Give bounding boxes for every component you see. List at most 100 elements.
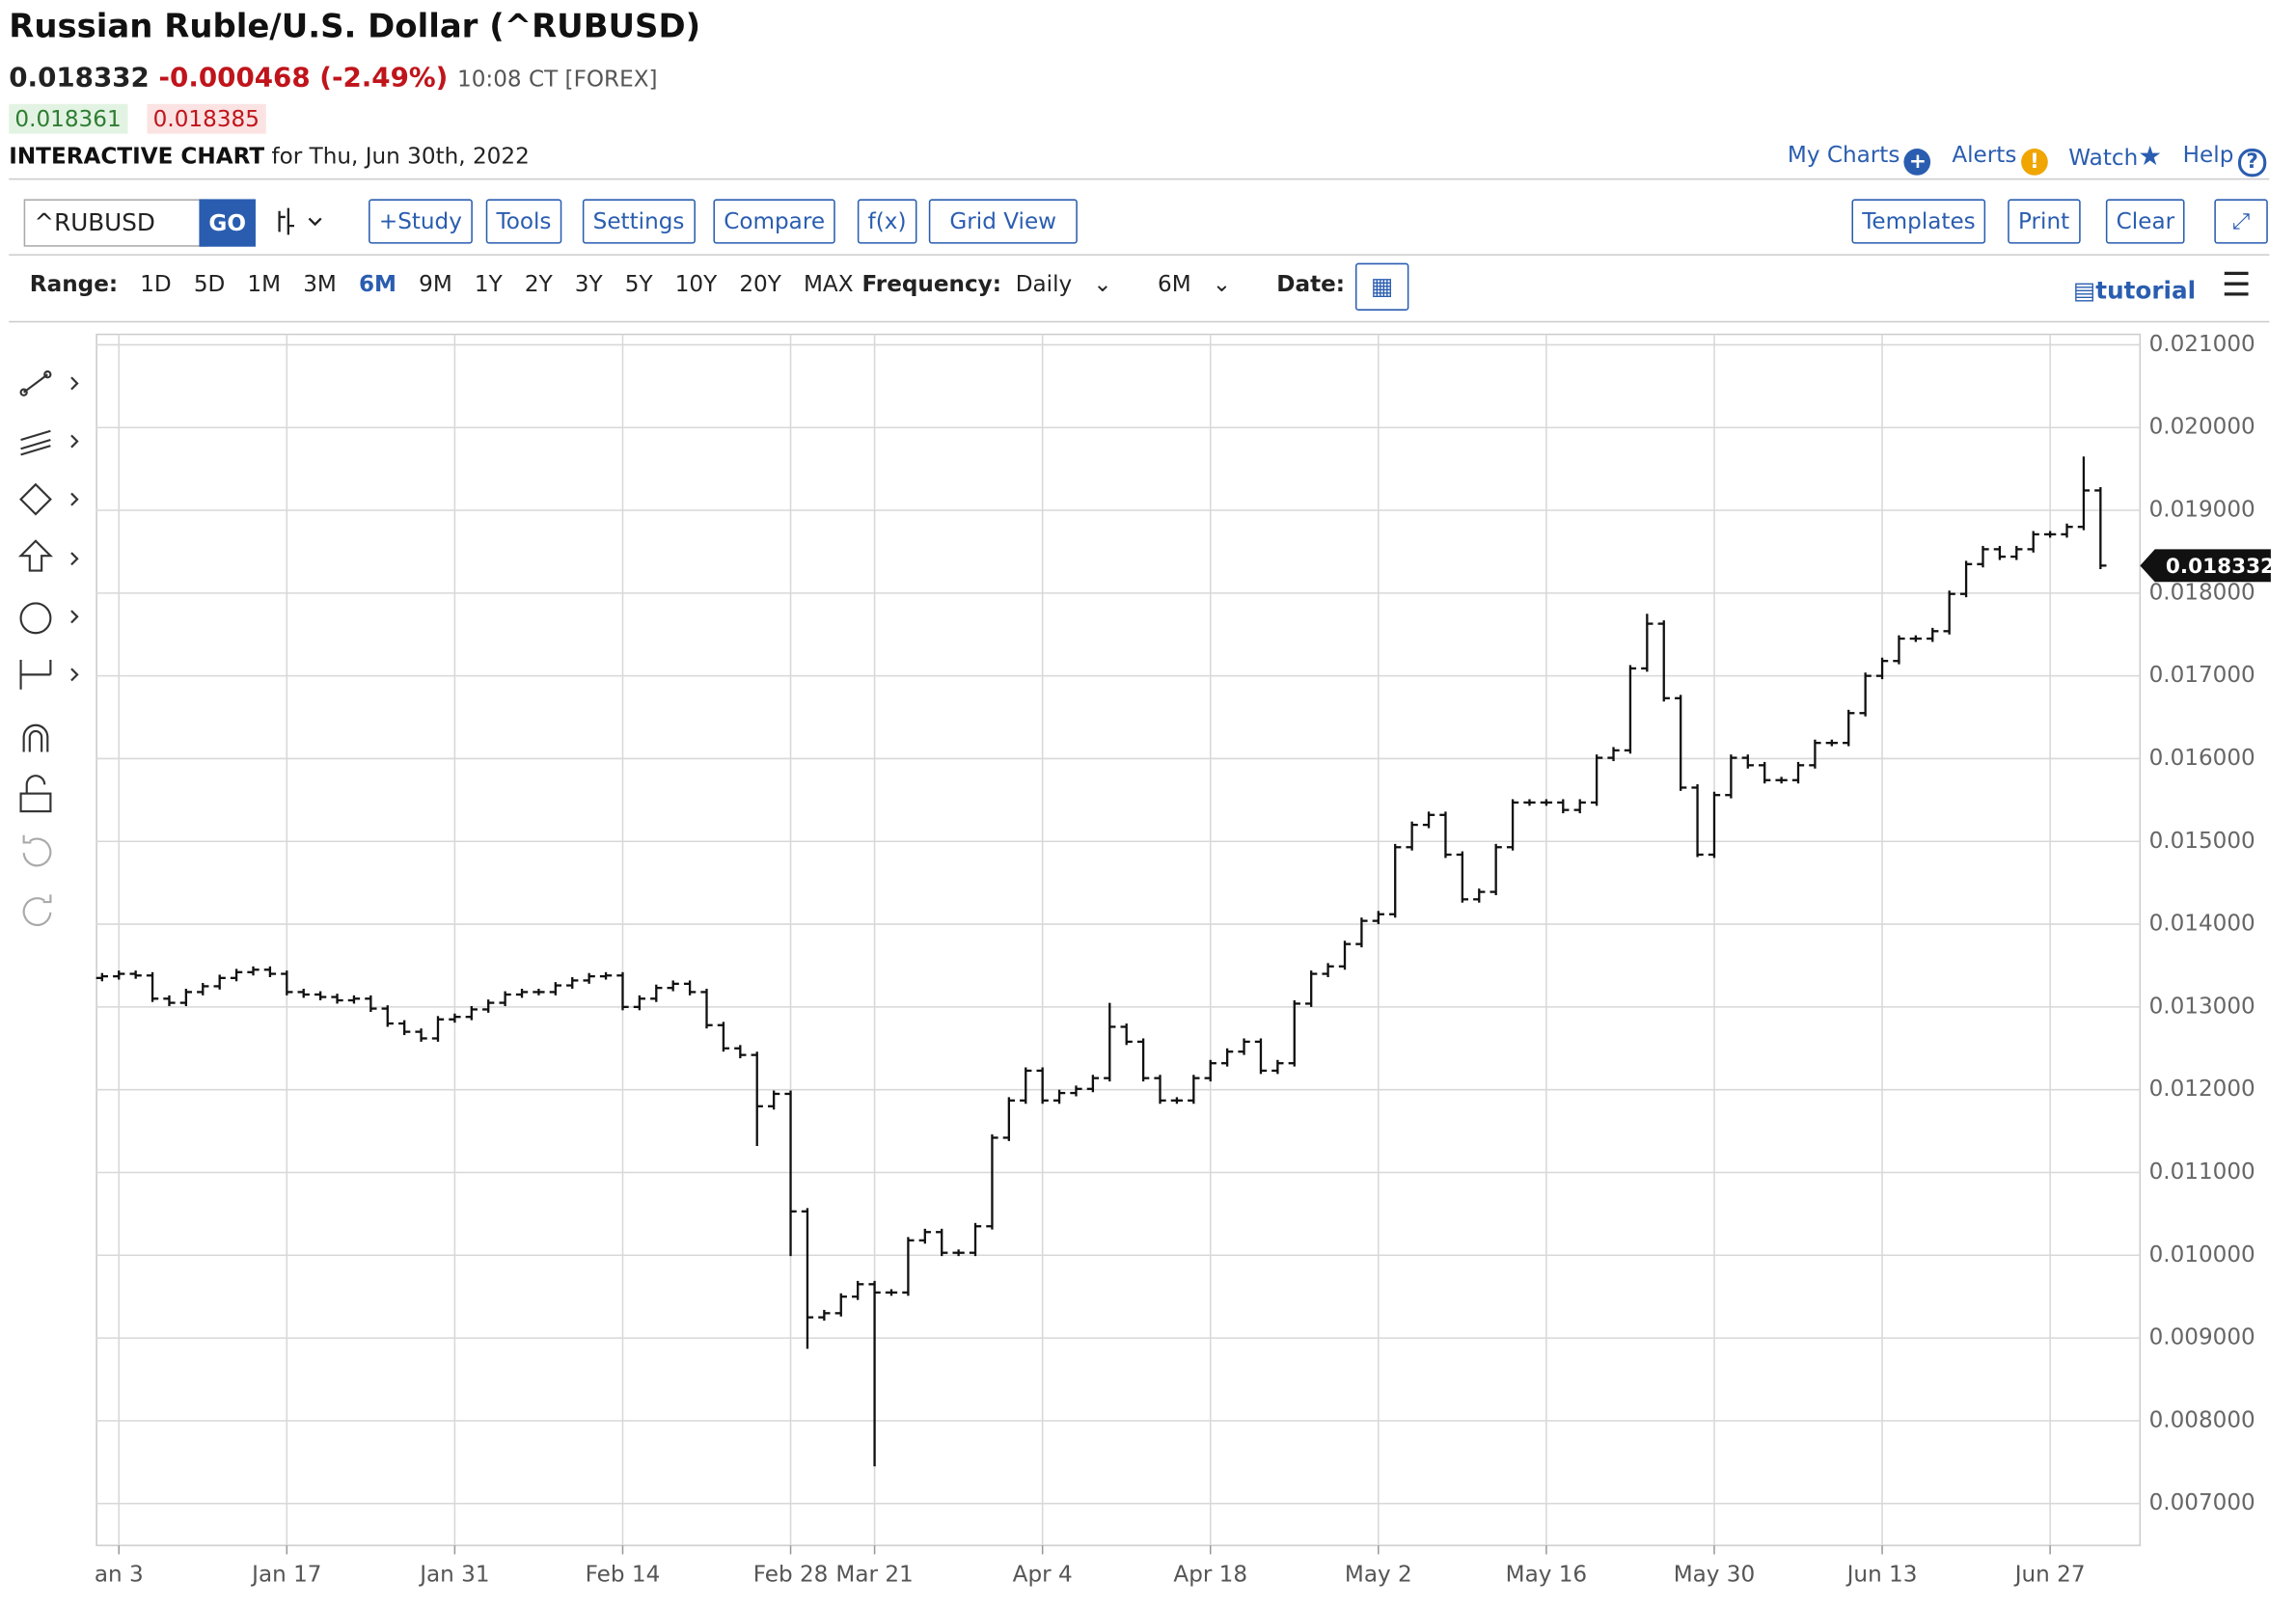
tool[interactable]	[19, 482, 79, 516]
range-option[interactable]: MAX	[803, 270, 854, 298]
button[interactable]: Grid View	[928, 199, 1078, 244]
ask: 0.018385	[147, 103, 266, 134]
ohlc-bar	[1590, 754, 1603, 806]
link-text: Watch	[2068, 144, 2139, 172]
ohlc-bar	[297, 988, 310, 998]
expand-button[interactable]: ⤢	[2214, 199, 2268, 244]
ohlc-bar	[263, 966, 277, 977]
range-option[interactable]: 3M	[303, 270, 337, 298]
ohlc-bar	[1775, 777, 1788, 784]
button[interactable]: Settings	[582, 199, 696, 244]
ohlc-bar	[1927, 627, 1939, 642]
date-label-text: Date:	[1276, 270, 1346, 298]
tool[interactable]	[17, 539, 79, 572]
ohlc-bar	[1607, 747, 1620, 762]
ohlc-bar	[146, 971, 159, 1002]
ohlc-bar	[1523, 799, 1536, 806]
range-option[interactable]: 20Y	[739, 270, 781, 298]
go-button[interactable]: GO	[199, 199, 256, 247]
tool[interactable]	[22, 723, 49, 752]
ohlc-bar	[1909, 635, 1923, 642]
range-option[interactable]: 5Y	[624, 270, 653, 298]
frequency-select[interactable]: Daily	[1015, 270, 1073, 298]
x-tick-label: Jan 17	[250, 1562, 321, 1587]
ohlc-bar	[533, 988, 545, 995]
button[interactable]: Templates	[1851, 199, 1986, 244]
button[interactable]: Print	[2008, 199, 2080, 244]
tool[interactable]	[20, 429, 79, 456]
ohlc-bar	[1791, 761, 1805, 784]
range-option[interactable]: 10Y	[674, 270, 718, 298]
last-price-badge	[2140, 549, 2271, 583]
y-tick-label: 0.015000	[2149, 829, 2255, 854]
range-option[interactable]: 1D	[140, 270, 172, 298]
ohlc-bar	[633, 995, 646, 1011]
button[interactable]: +Study	[369, 199, 473, 244]
range-option[interactable]: 2Y	[524, 270, 553, 298]
ohlc-bar	[549, 982, 562, 995]
tutorial-link[interactable]: ▤tutorial	[2072, 276, 2197, 305]
ohlc-bar	[1943, 590, 1955, 635]
button[interactable]: f(x)	[857, 199, 917, 244]
y-tick-label: 0.020000	[2149, 415, 2255, 440]
link-text: Alerts	[1952, 141, 2017, 169]
last-price-label: 0.018332	[2166, 555, 2275, 579]
ohlc-bar	[1473, 888, 1486, 903]
ohlc-bar	[734, 1045, 747, 1059]
tool[interactable]	[19, 602, 79, 635]
ohlc-bar	[1624, 665, 1637, 754]
ohlc-bar	[1759, 761, 1771, 784]
ohlc-bar	[902, 1237, 915, 1296]
x-tick-label: Mar 21	[835, 1562, 913, 1587]
ohlc-bar	[1305, 970, 1318, 1007]
ohlc-bar	[2027, 531, 2039, 553]
link-text: Help	[2182, 141, 2234, 169]
period-select[interactable]: 6M ⌄	[1158, 270, 1232, 298]
ohlc-bar	[431, 1016, 445, 1042]
ohlc-bar	[1070, 1085, 1082, 1097]
range-option[interactable]: 1Y	[474, 270, 503, 298]
button[interactable]: Clear	[2105, 199, 2185, 244]
quote-time: 10:08 CT [FOREX]	[457, 65, 658, 93]
link[interactable]: Alerts!	[1952, 141, 2048, 177]
ohlc-bar	[936, 1228, 948, 1257]
ohlc-bar	[365, 995, 377, 1013]
ohlc-bar	[197, 982, 209, 995]
period-text: 6M	[1158, 270, 1191, 298]
drawing-tools	[17, 370, 79, 927]
ohlc-bar	[1573, 799, 1586, 814]
ohlc-bar	[2094, 487, 2107, 569]
date-picker[interactable]: ▦	[1354, 262, 1409, 311]
ohlc-bar	[347, 995, 361, 1004]
ohlc-bar	[449, 1013, 461, 1023]
ohlc-bar	[129, 970, 142, 979]
ohlc-bar	[314, 991, 327, 1001]
range-option[interactable]: 5D	[193, 270, 226, 298]
symbol-input[interactable]: ^RUBUSD	[23, 199, 208, 247]
y-tick-label: 0.010000	[2149, 1242, 2255, 1268]
link[interactable]: Help?	[2183, 141, 2267, 177]
link[interactable]: Watch★	[2068, 141, 2162, 177]
ohlc-bar	[969, 1222, 982, 1257]
range-option[interactable]: 1M	[247, 270, 282, 298]
frequency-label: Frequency:	[861, 270, 1001, 298]
ohlc-bar	[1188, 1075, 1200, 1104]
ohlc-bar	[1456, 851, 1469, 903]
ohlc-bar	[1220, 1048, 1234, 1067]
link[interactable]: My Charts +	[1788, 141, 1931, 177]
range-option[interactable]: 9M	[419, 270, 452, 298]
range-option[interactable]: 3Y	[574, 270, 603, 298]
ohlc-bar	[247, 966, 260, 976]
tool[interactable]	[19, 370, 79, 396]
chart-type-menu[interactable]	[273, 205, 333, 241]
ohlc-bar	[1120, 1023, 1133, 1046]
ohlc-bar	[1859, 672, 1872, 717]
button[interactable]: Compare	[713, 199, 835, 244]
menu-button[interactable]: ☰	[2222, 267, 2252, 305]
y-tick-label: 0.012000	[2149, 1077, 2255, 1102]
tool[interactable]	[19, 775, 52, 813]
date-label: Date:	[1276, 270, 1345, 297]
tool[interactable]	[19, 659, 79, 690]
range-option[interactable]: 6M	[358, 270, 397, 298]
button[interactable]: Tools	[485, 199, 562, 244]
